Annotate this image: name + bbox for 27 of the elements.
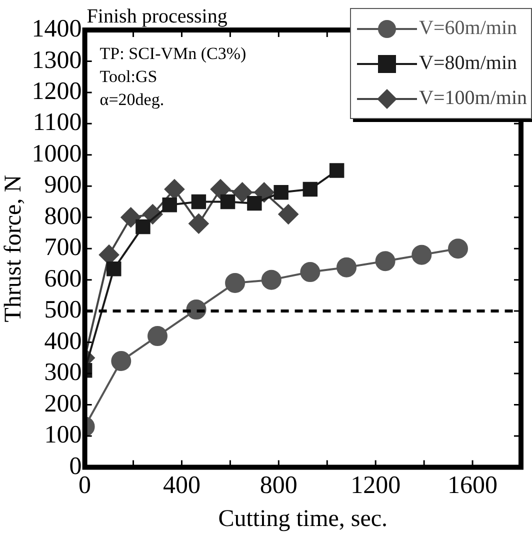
- legend-label: V=100m/min: [419, 87, 527, 110]
- y-tick-label: 300: [44, 359, 82, 386]
- y-tick-label: 1300: [32, 46, 82, 74]
- annotation: Tool:GS: [100, 66, 158, 86]
- y-tick-label: 600: [44, 265, 82, 292]
- x-tick-label: 1200: [350, 472, 401, 499]
- y-tick-label: 100: [44, 422, 82, 449]
- y-tick-label: 1400: [32, 16, 82, 43]
- x-tick-label: 800: [260, 472, 298, 499]
- y-axis-title: Thrust force, N: [0, 174, 27, 322]
- legend-label: V=80m/min: [419, 52, 517, 75]
- y-tick-label: 400: [44, 328, 82, 355]
- y-tick-label: 900: [44, 172, 82, 199]
- y-tick-label: 1100: [32, 109, 82, 136]
- y-tick-label: 700: [44, 234, 82, 262]
- legend-label: V=60m/min: [419, 17, 517, 40]
- y-tick-label: 1000: [32, 140, 82, 168]
- chart-title: Finish processing: [86, 5, 228, 28]
- y-tick-label: 1200: [32, 78, 82, 106]
- annotation: α=20deg.: [100, 90, 164, 109]
- y-tick-label: 800: [44, 202, 82, 230]
- x-tick-label: 400: [162, 472, 200, 499]
- x-tick-label: 1600: [448, 472, 498, 499]
- x-axis-title: Cutting time, sec.: [218, 506, 388, 532]
- annotation: TP: SCI-VMn (C3%): [100, 44, 246, 63]
- y-tick-label: 500: [44, 296, 82, 324]
- y-tick-label: 200: [44, 390, 82, 418]
